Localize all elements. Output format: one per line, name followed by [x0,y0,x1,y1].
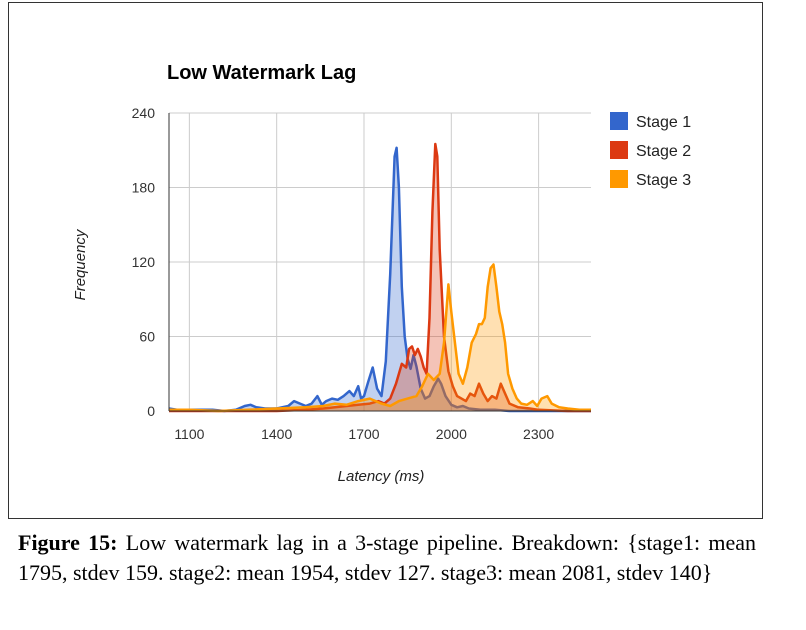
series-line-3 [169,263,591,413]
figure-caption: Figure 15: Low watermark lag in a 3-stag… [18,528,756,588]
y-tick-label: 240 [132,105,156,121]
axes: 0 60 120 180 240 1100 1400 1700 2000 2300 [132,105,591,442]
y-tick-label: 60 [139,329,155,345]
legend-swatch-1 [610,112,628,130]
legend-label-2: Stage 2 [636,143,691,160]
grid [169,112,591,412]
legend-swatch-3 [610,170,628,188]
series-line-2 [169,142,591,413]
chart-title: Low Watermark Lag [167,62,356,84]
y-tick-label: 180 [132,180,156,196]
chart-frame: Low Watermark Lag 0 60 120 180 240 1100 1400 17… [8,2,763,519]
x-tick-label: 1100 [174,426,204,442]
legend-swatch-2 [610,141,628,159]
caption-label: Figure 15: [18,530,118,555]
chart: Low Watermark Lag 0 60 120 180 240 1100 1400 17… [72,62,691,485]
legend-label-1: Stage 1 [636,114,691,131]
x-tick-label: 1700 [348,426,379,442]
y-tick-label: 120 [132,254,156,270]
y-axis-label: Frequency [72,228,89,300]
legend: Stage 1 Stage 2 Stage 3 [610,112,691,189]
series-area-3 [169,264,591,411]
caption-text: Low watermark lag in a 3-stage pipeline.… [18,530,757,585]
x-tick-label: 1400 [261,426,292,442]
x-tick-label: 2000 [436,426,467,442]
y-tick-label: 0 [147,403,155,419]
x-axis-label: Latency (ms) [338,468,425,485]
series-layer [168,142,591,413]
legend-label-3: Stage 3 [636,172,691,189]
x-tick-label: 2300 [523,426,554,442]
series-area-2 [169,144,591,411]
